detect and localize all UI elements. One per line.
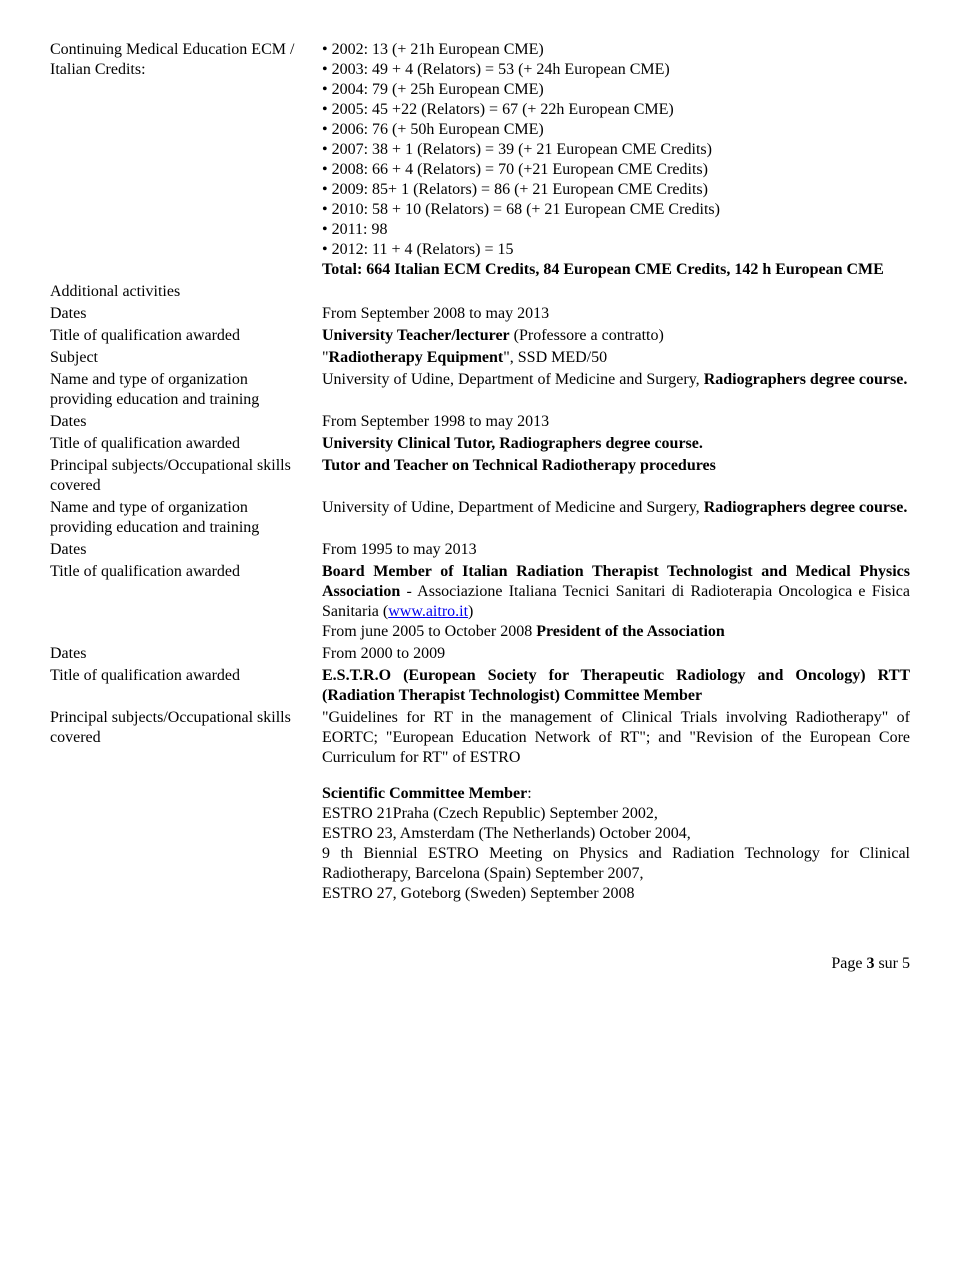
a1-subject-bold: Radiotherapy Equipment (329, 349, 504, 366)
a1-title: University Teacher/lecturer (Professore … (322, 326, 910, 346)
cme-bullet-item: 2011: 98 (322, 220, 910, 240)
a2-title-row: Title of qualification awarded Universit… (50, 434, 910, 454)
a2-org-pre: University of Udine, Department of Medic… (322, 499, 704, 516)
a2-dates: From September 1998 to may 2013 (322, 412, 910, 432)
cme-bullet-item: 2007: 38 + 1 (Relators) = 39 (+ 21 Europ… (322, 140, 910, 160)
a1-org-row: Name and type of organization providing … (50, 370, 910, 410)
a3-dates: From 1995 to may 2013 (322, 540, 910, 560)
cme-bullet-item: 2004: 79 (+ 25h European CME) (322, 80, 910, 100)
scientific-block: Scientific Committee Member: ESTRO 21Pra… (322, 784, 910, 904)
a2-principal: Tutor and Teacher on Technical Radiother… (322, 456, 910, 476)
cme-row: Continuing Medical Education ECM / Itali… (50, 40, 910, 280)
title-label: Title of qualification awarded (50, 666, 322, 686)
cme-bullet-item: 2009: 85+ 1 (Relators) = 86 (+ 21 Europe… (322, 180, 910, 200)
title-label: Title of qualification awarded (50, 562, 322, 582)
a1-title-row: Title of qualification awarded Universit… (50, 326, 910, 346)
a4-title: E.S.T.R.O (European Society for Therapeu… (322, 666, 910, 706)
dates-label: Dates (50, 540, 322, 560)
a4-principal-row: Principal subjects/Occupational skills c… (50, 708, 910, 768)
aitro-link[interactable]: www.aitro.it (388, 603, 468, 620)
subject-label: Subject (50, 348, 322, 368)
a1-org-pre: University of Udine, Department of Medic… (322, 371, 704, 388)
a4-principal: "Guidelines for RT in the management of … (322, 708, 910, 768)
a4-title-row: Title of qualification awarded E.S.T.R.O… (50, 666, 910, 706)
a1-title-bold: University Teacher/lecturer (322, 327, 510, 344)
cme-bullet-item: 2012: 11 + 4 (Relators) = 15 (322, 240, 910, 260)
a1-org: University of Udine, Department of Medic… (322, 370, 910, 390)
additional-label: Additional activities (50, 282, 322, 302)
a3-title: Board Member of Italian Radiation Therap… (322, 562, 910, 642)
a2-dates-row: Dates From September 1998 to may 2013 (50, 412, 910, 432)
cme-label: Continuing Medical Education ECM / Itali… (50, 40, 322, 80)
a1-dates: From September 2008 to may 2013 (322, 304, 910, 324)
cme-total: Total: 664 Italian ECM Credits, 84 Europ… (322, 260, 910, 280)
cme-bullet-item: 2008: 66 + 4 (Relators) = 70 (+21 Europe… (322, 160, 910, 180)
org-label: Name and type of organization providing … (50, 498, 322, 538)
sci-header: Scientific Committee Member (322, 785, 527, 802)
dates-label: Dates (50, 412, 322, 432)
a2-principal-row: Principal subjects/Occupational skills c… (50, 456, 910, 496)
principal-label: Principal subjects/Occupational skills c… (50, 456, 322, 496)
a3-title-row: Title of qualification awarded Board Mem… (50, 562, 910, 642)
dates-label: Dates (50, 304, 322, 324)
cme-bullet-item: 2002: 13 (+ 21h European CME) (322, 40, 910, 60)
a4-dates: From 2000 to 2009 (322, 644, 910, 664)
scientific-row: Scientific Committee Member: ESTRO 21Pra… (50, 784, 910, 904)
cme-value: 2002: 13 (+ 21h European CME)2003: 49 + … (322, 40, 910, 280)
sci-line-3: 9 th Biennial ESTRO Meeting on Physics a… (322, 844, 910, 884)
cme-bullet-item: 2006: 76 (+ 50h European CME) (322, 120, 910, 140)
a2-title: University Clinical Tutor, Radiographers… (322, 434, 910, 454)
title-label: Title of qualification awarded (50, 326, 322, 346)
a1-org-bold: Radiographers degree course. (704, 371, 908, 388)
a1-dates-row: Dates From September 2008 to may 2013 (50, 304, 910, 324)
cme-bullet-list: 2002: 13 (+ 21h European CME)2003: 49 + … (322, 40, 910, 260)
a3-line2-pre: From june 2005 to October 2008 (322, 623, 536, 640)
sci-line-2: ESTRO 23, Amsterdam (The Netherlands) Oc… (322, 824, 910, 844)
sci-line-1: ESTRO 21Praha (Czech Republic) September… (322, 804, 910, 824)
title-label: Title of qualification awarded (50, 434, 322, 454)
a2-org-row: Name and type of organization providing … (50, 498, 910, 538)
principal-label: Principal subjects/Occupational skills c… (50, 708, 322, 748)
cme-bullet-item: 2005: 45 +22 (Relators) = 67 (+ 22h Euro… (322, 100, 910, 120)
org-label: Name and type of organization providing … (50, 370, 322, 410)
a1-subject-row: Subject "Radiotherapy Equipment", SSD ME… (50, 348, 910, 368)
a4-dates-row: Dates From 2000 to 2009 (50, 644, 910, 664)
cme-bullet-item: 2010: 58 + 10 (Relators) = 68 (+ 21 Euro… (322, 200, 910, 220)
a1-title-post: (Professore a contratto) (510, 327, 664, 344)
a3-dates-row: Dates From 1995 to may 2013 (50, 540, 910, 560)
dates-label: Dates (50, 644, 322, 664)
additional-header-row: Additional activities (50, 282, 910, 302)
a2-org: University of Udine, Department of Medic… (322, 498, 910, 518)
footer-pre: Page (831, 955, 866, 972)
a1-subject-post: ", SSD MED/50 (503, 349, 607, 366)
a2-org-bold: Radiographers degree course. (704, 499, 908, 516)
page-footer: Page 3 sur 5 (50, 954, 910, 974)
a1-subject: "Radiotherapy Equipment", SSD MED/50 (322, 348, 910, 368)
a3-line2-bold: President of the Association (536, 623, 725, 640)
a3-title-post2: ) (468, 603, 473, 620)
cme-bullet-item: 2003: 49 + 4 (Relators) = 53 (+ 24h Euro… (322, 60, 910, 80)
footer-post: sur 5 (874, 955, 910, 972)
sci-line-4: ESTRO 27, Goteborg (Sweden) September 20… (322, 884, 910, 904)
